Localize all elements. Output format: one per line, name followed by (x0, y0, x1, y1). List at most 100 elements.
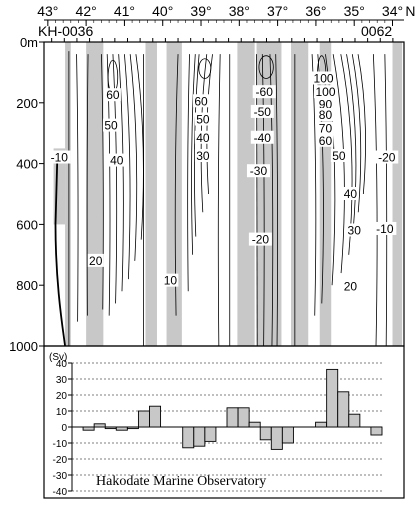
bar-ytick-label-1: 30 (56, 375, 68, 386)
contour-line-1 (76, 54, 79, 322)
contour-line-5 (112, 54, 118, 304)
negative-flow-band-1 (86, 42, 104, 346)
contour-line-29 (346, 54, 357, 231)
transport-bar-25 (348, 413, 361, 428)
contour-label-bg-9 (194, 149, 211, 162)
thick-boundary-line (54, 154, 66, 347)
contour-label-21: 50 (332, 149, 346, 163)
contour-label-bg-5 (162, 273, 179, 287)
contour-label-bg-18 (317, 107, 334, 121)
depth-tick-label-3: 600 (16, 217, 38, 232)
transport-bar-2 (93, 423, 106, 428)
contour-label-14: -20 (252, 233, 270, 247)
contour-label-5: 10 (164, 274, 178, 288)
lat-tick-label-6: 37° (267, 3, 288, 19)
transport-bar-15 (237, 407, 250, 428)
negative-flow-band-2 (145, 42, 157, 346)
contour-label-16: 100 (315, 85, 335, 99)
contour-label-bg-22 (342, 187, 359, 200)
contour-label-bg-17 (317, 97, 334, 111)
contour-line-13 (191, 54, 196, 255)
contour-label-bg-21 (330, 149, 347, 162)
negative-flow-band-7 (319, 42, 332, 346)
bar-ytick-label-0: 40 (56, 359, 68, 370)
contour-label-bg-14 (248, 232, 272, 246)
transport-bar-19 (281, 426, 294, 444)
lat-tick-label-3: 40° (152, 3, 173, 19)
contour-label-bg-25 (375, 150, 399, 164)
transport-bar-18 (270, 426, 283, 450)
contour-label-bg-26 (373, 221, 397, 235)
contour-line-33 (384, 54, 388, 347)
contour-label-20: 60 (319, 134, 333, 148)
transport-bar-chart: 40 30 20 10 0 -10 -20 -30 -40 (Sv) (43, 345, 405, 499)
contour-label-2: 60 (106, 88, 120, 102)
contour-label-0: -10 (51, 151, 69, 165)
transport-bar-16 (248, 421, 261, 428)
contour-label-3: 50 (104, 119, 118, 133)
contour-line-7 (124, 54, 131, 280)
contour-line-9 (135, 54, 144, 240)
contour-label-26: -10 (376, 222, 394, 236)
depth-tick-label-5: 1000 (9, 339, 38, 354)
contour-label-1: 20 (89, 254, 103, 268)
section-start-label: KH-0036 (38, 23, 93, 39)
transport-bar-22 (315, 421, 328, 428)
lat-tick-label-1: 42° (76, 3, 97, 19)
lat-tick-label-4: 39° (190, 3, 211, 19)
contour-label-bg-3 (103, 118, 120, 132)
contour-label-bg-16 (313, 85, 337, 99)
contour-label-bg-4 (108, 153, 125, 167)
contour-label-bg-20 (317, 133, 334, 147)
transport-bar-3 (104, 426, 117, 430)
contour-label-bg-13 (246, 164, 270, 178)
contour-label-bg-1 (87, 253, 104, 267)
contour-line-2 (86, 54, 89, 316)
depth-tick-label-2: 400 (16, 157, 38, 172)
contour-label-11: -50 (254, 105, 272, 119)
contour-label-bg-10 (252, 85, 276, 99)
depth-tick-label-1: 200 (16, 96, 38, 111)
transport-bar-24 (337, 391, 350, 428)
contour-line-17 (217, 54, 221, 347)
negative-flow-band-4 (237, 42, 255, 346)
transport-bar-5 (126, 426, 139, 430)
negative-flow-band-0 (65, 42, 71, 346)
lat-tick-label-2: 41° (114, 3, 135, 19)
closed-contour-1 (198, 58, 212, 79)
contour-label-6: 60 (194, 94, 208, 108)
transport-bar-7 (149, 405, 162, 428)
section-end-label: 0062 (361, 23, 392, 39)
contour-line-12 (187, 54, 190, 292)
contour-line-3 (101, 54, 104, 310)
velocity-section: -10206050401060504030-60-50-40-30-201001… (9, 3, 415, 354)
contour-label-bg-7 (194, 112, 211, 126)
transport-bar-23 (326, 368, 339, 428)
contour-label-bg-24 (342, 279, 359, 293)
bar-ytick-label-5: -10 (53, 439, 68, 450)
transport-bar-11 (193, 426, 206, 447)
transport-bar-6 (137, 410, 150, 428)
contour-label-bg-19 (317, 121, 334, 135)
contour-label-17: 90 (319, 97, 333, 111)
contour-label-bg-15 (312, 71, 336, 85)
depth-tick-label-0: 0m (20, 35, 38, 50)
contour-line-31 (357, 54, 366, 195)
lat-tick-label-5: 38° (229, 3, 250, 19)
contour-label-bg-6 (193, 94, 210, 108)
lat-tick-label-8: 35° (344, 3, 365, 19)
contour-line-32 (372, 54, 378, 347)
contour-label-18: 80 (319, 108, 333, 122)
contour-line-8 (129, 54, 138, 261)
bar-ytick-label-6: -20 (53, 455, 68, 466)
contour-line-22 (275, 54, 278, 347)
transport-bar-17 (259, 426, 272, 441)
contour-label-24: 20 (344, 280, 358, 294)
contour-label-7: 50 (196, 113, 210, 127)
contour-line-27 (332, 54, 345, 274)
contour-label-bg-8 (194, 130, 211, 144)
contour-line-30 (351, 54, 362, 213)
depth-tick-label-4: 800 (16, 278, 38, 293)
bar-ytick-label-3: 10 (56, 407, 68, 418)
